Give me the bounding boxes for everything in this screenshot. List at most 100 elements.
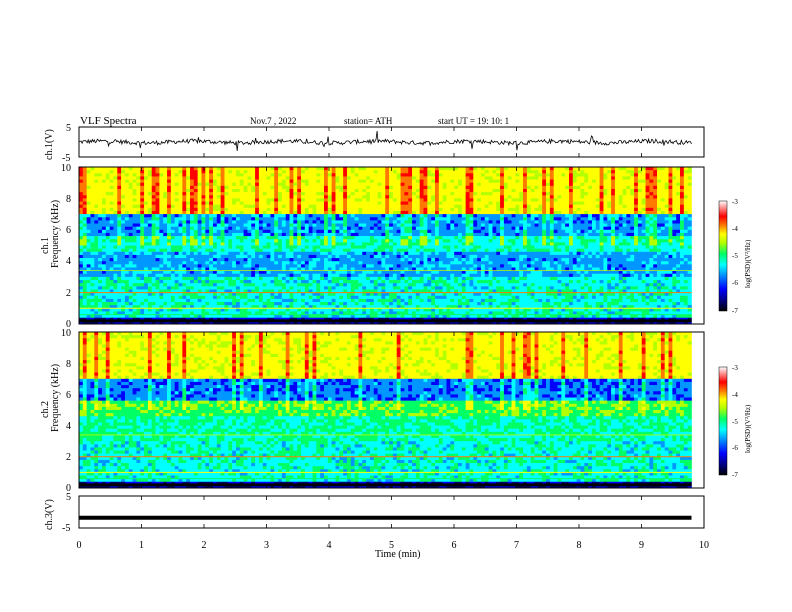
spectrogram-cell — [147, 214, 153, 218]
spectrogram-cell — [132, 210, 137, 215]
spectrogram-cell — [427, 185, 432, 190]
spectrogram-cell — [163, 167, 168, 171]
spectrogram-cell — [331, 292, 336, 297]
spectrogram-cell — [457, 280, 463, 284]
spectrogram-cell — [159, 214, 164, 218]
spectrogram-cell — [197, 232, 202, 237]
spectrogram-cell — [155, 311, 160, 315]
spectrogram-cell — [109, 220, 114, 224]
spectrogram-cell — [381, 245, 386, 249]
spectrogram-cell — [377, 201, 382, 205]
spectrogram-cell — [385, 188, 390, 193]
spectrogram-cell — [117, 258, 122, 262]
spectrogram-cell — [155, 248, 160, 253]
spectrogram-cell — [266, 220, 271, 224]
spectrogram-cell — [274, 302, 279, 306]
spectrogram-cell — [197, 314, 202, 319]
spectrogram-cell — [258, 198, 264, 202]
spectrogram-cell — [339, 217, 344, 221]
ch1-ylabel: ch.1(V) — [44, 129, 55, 160]
spectrogram-cell — [86, 170, 91, 174]
spectrogram-cell — [373, 311, 378, 315]
spectrogram-cell — [396, 188, 401, 193]
spectrogram-cell — [170, 270, 176, 275]
spectrogram-cell — [258, 220, 264, 224]
spectrogram-cell — [258, 289, 264, 293]
spectrogram-cell — [427, 204, 432, 209]
spectrogram-cell — [335, 204, 340, 209]
spectrogram-cell — [435, 295, 440, 300]
spectrogram-cell — [163, 258, 168, 262]
spectrogram-cell — [228, 226, 233, 231]
spectrogram-cell — [293, 210, 298, 215]
spectrogram-cell — [216, 267, 221, 271]
spectrogram-cell — [94, 258, 99, 262]
spectrogram-cell — [140, 192, 145, 196]
spectrogram-cell — [155, 176, 160, 180]
spectrogram-cell — [212, 270, 218, 275]
spectrogram-cell — [339, 226, 344, 231]
spectrogram-cell — [105, 217, 110, 221]
spectrogram-cell — [117, 188, 122, 193]
spectrogram-cell — [128, 302, 133, 306]
spectrogram-cell — [316, 207, 321, 212]
spectrogram-cell — [232, 220, 237, 224]
spectrogram-cell — [457, 210, 463, 215]
spectrogram-cell — [121, 273, 126, 278]
spectrogram-cell — [147, 217, 153, 221]
spectrogram-cell — [335, 298, 340, 303]
spectrogram-cell — [392, 188, 398, 193]
spectrogram-cell — [412, 185, 417, 190]
spectrogram-cell — [369, 214, 375, 218]
spectrogram-cell — [190, 261, 195, 265]
spectrogram-cell — [289, 261, 294, 265]
spectrogram-cell — [170, 214, 176, 218]
spectrogram-cell — [270, 185, 275, 190]
spectrogram-cell — [419, 232, 424, 237]
spectrogram-cell — [324, 261, 329, 265]
spectrogram-cell — [98, 170, 103, 174]
spectrogram-cell — [457, 223, 463, 227]
spectrogram-cell — [174, 267, 179, 271]
spectrogram-cell — [327, 283, 332, 287]
spectrogram-cell — [224, 302, 229, 306]
spectrogram-cell — [450, 179, 455, 183]
spectrogram-cell — [454, 167, 459, 171]
spectrogram-cell — [446, 270, 451, 275]
spectrogram-cell — [373, 276, 378, 281]
spectrogram-cell — [304, 179, 309, 183]
spectrogram-cell — [346, 245, 352, 249]
spectrogram-cell — [186, 207, 191, 212]
spectrogram-cell — [266, 267, 271, 271]
spectrogram-cell — [308, 286, 313, 290]
spectrogram-cell — [415, 276, 421, 281]
spectrogram-cell — [163, 226, 168, 231]
spectrogram-cell — [235, 298, 241, 303]
spectrogram-cell — [86, 298, 91, 303]
spectrogram-cell — [220, 188, 225, 193]
spectrogram-cell — [251, 251, 256, 256]
spectrogram-cell — [281, 198, 287, 202]
spectrogram-cell — [109, 298, 114, 303]
spectrogram-cell — [228, 267, 233, 271]
spectrogram-cell — [113, 251, 118, 256]
spectrogram-cell — [419, 167, 424, 171]
spectrogram-cell — [324, 185, 329, 190]
spectrogram-cell — [224, 305, 229, 309]
spectrogram-cell — [79, 229, 84, 234]
spectrogram-cell — [442, 170, 447, 174]
spectrogram-cell — [385, 207, 390, 212]
spectrogram-cell — [109, 258, 114, 262]
spectrogram-cell — [232, 188, 237, 193]
spectrogram-cell — [331, 185, 336, 190]
spectrogram-cell — [147, 195, 153, 199]
spectrogram-cell — [331, 258, 336, 262]
spectrogram-cell — [281, 242, 287, 246]
spectrogram-cell — [205, 314, 210, 319]
spectrogram-cell — [193, 254, 198, 259]
spectrogram-cell — [266, 214, 271, 218]
spectrogram-cell — [362, 245, 367, 249]
spectrogram-cell — [163, 248, 168, 253]
spectrogram-cell — [109, 245, 114, 249]
spectrogram-cell — [197, 292, 202, 297]
